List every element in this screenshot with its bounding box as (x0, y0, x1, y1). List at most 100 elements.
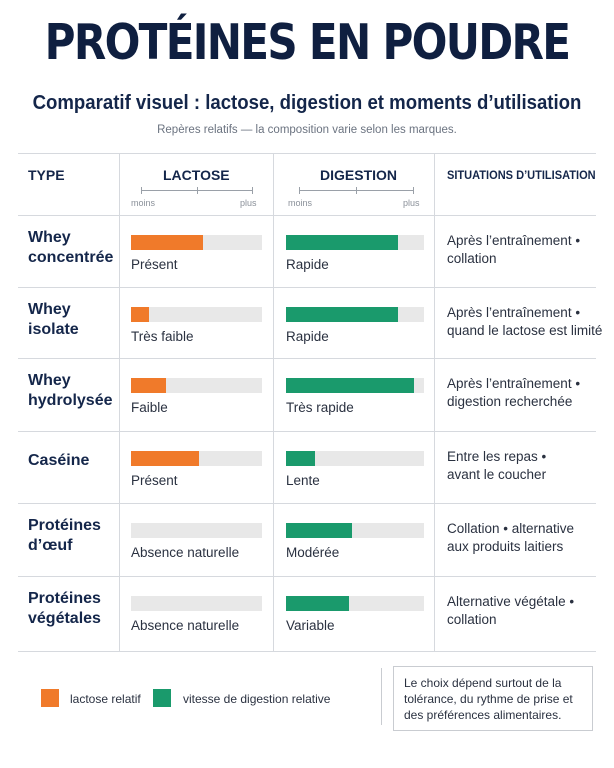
usage-line: avant le coucher (447, 467, 547, 482)
digestion-legend-swatch (153, 689, 171, 707)
row-divider (18, 503, 596, 504)
row-category-name: Whey isolate (28, 300, 79, 340)
lactose-legend-swatch (41, 689, 59, 707)
lactose-level-label: Faible (131, 400, 168, 415)
row-category-line: Whey (28, 372, 71, 389)
row-category-line: végétales (28, 610, 101, 627)
row-divider (18, 287, 596, 288)
digestion-legend-label: vitesse de digestion relative (183, 692, 331, 706)
row-divider (18, 431, 596, 432)
column-header-type: TYPE (28, 167, 65, 183)
usage-line: Alternative végétale • (447, 594, 575, 609)
row-category-line: Protéines (28, 590, 101, 607)
page-title: PROTÉINES EN POUDRE (44, 14, 571, 71)
digestion-bar (286, 596, 349, 611)
digestion-level-label: Variable (286, 618, 335, 633)
lactose-bar (131, 307, 149, 322)
lactose-scale-max-label: plus (240, 198, 257, 208)
row-category-line: isolate (28, 321, 79, 338)
digestion-bar-track (286, 378, 424, 393)
lactose-level-label: Absence naturelle (131, 618, 240, 633)
table-header-divider (18, 215, 596, 216)
usage-situation: Alternative végétale • collation (447, 593, 574, 629)
column-header-usage: SITUATIONS D’UTILISATION (447, 168, 596, 182)
digestion-bar (286, 378, 414, 393)
row-category-line: Whey (28, 301, 71, 318)
column-header-lactose: LACTOSE (163, 167, 230, 183)
digestion-scale-min-label: moins (288, 198, 313, 208)
digestion-level-label: Lente (286, 473, 320, 488)
row-divider (18, 576, 596, 577)
lactose-level-label: Présent (131, 257, 178, 272)
digestion-level-label: Rapide (286, 329, 329, 344)
usage-line: Entre les repas • (447, 449, 547, 464)
row-category-name: Protéines végétales (28, 589, 101, 629)
digestion-level-label: Rapide (286, 257, 329, 272)
lactose-bar-track (131, 378, 262, 393)
row-category-name: Whey concentrée (28, 228, 113, 268)
scale-tick (141, 187, 142, 194)
scale-tick (252, 187, 253, 194)
table-top-border (18, 153, 596, 154)
lactose-level-label: Absence naturelle (131, 545, 240, 560)
digestion-level-label: Modérée (286, 545, 340, 560)
column-divider (434, 153, 435, 651)
usage-line: aux produits laitiers (447, 539, 564, 554)
scale-tick (197, 187, 198, 194)
lactose-bar-track (131, 596, 262, 611)
digestion-bar-track (286, 523, 424, 538)
row-category-line: hydrolysée (28, 392, 113, 409)
digestion-bar-track (286, 451, 424, 466)
lactose-bar-track (131, 235, 262, 250)
lactose-scale-min-label: moins (131, 198, 156, 208)
column-divider (273, 153, 274, 651)
usage-situation: Après l’entraînement • digestion recherch… (447, 375, 580, 411)
lactose-bar-track (131, 307, 262, 322)
digestion-bar (286, 307, 398, 322)
usage-line: digestion recherchée (447, 394, 573, 409)
digestion-level-label: Très rapide (286, 400, 354, 415)
row-category-name: Caséine (28, 451, 89, 471)
digestion-bar (286, 523, 352, 538)
digestion-bar-track (286, 596, 424, 611)
lactose-bar-track (131, 523, 262, 538)
lactose-level-label: Très faible (131, 329, 194, 344)
lactose-bar (131, 378, 166, 393)
usage-situation: Après l’entraînement • collation (447, 232, 580, 268)
digestion-bar-track (286, 235, 424, 250)
usage-line: quand le lactose est limité (447, 323, 603, 338)
page-note: Repères relatifs — la composition varie … (157, 124, 457, 136)
usage-line: Après l’entraînement • (447, 233, 581, 248)
row-category-name: Whey hydrolysée (28, 371, 112, 411)
row-divider (18, 358, 596, 359)
scale-tick (299, 187, 300, 194)
footnote-divider (381, 668, 382, 725)
row-category-line: Whey (28, 229, 71, 246)
usage-line: Collation • alternative (447, 521, 575, 536)
digestion-bar (286, 235, 398, 250)
usage-line: Après l’entraînement • (447, 376, 581, 391)
lactose-legend-label: lactose relatif (70, 692, 141, 706)
lactose-bar (131, 451, 199, 466)
usage-situation: Entre les repas • avant le coucher (447, 448, 546, 484)
column-header-digestion: DIGESTION (320, 167, 398, 183)
digestion-bar-track (286, 307, 424, 322)
usage-line: Après l’entraînement • (447, 305, 581, 320)
lactose-bar-track (131, 451, 262, 466)
usage-situation: Après l’entraînement • quand le lactose e… (447, 304, 602, 340)
usage-line: collation (447, 612, 497, 627)
row-category-name: Protéines d’œuf (28, 516, 101, 556)
row-category-line: d’œuf (28, 537, 73, 554)
row-category-line: concentrée (28, 249, 114, 266)
digestion-bar (286, 451, 315, 466)
row-category-line: Caséine (28, 452, 90, 469)
footnote-box: Le choix dépend surtout de la tolérance,… (393, 666, 593, 731)
usage-line: collation (447, 251, 497, 266)
lactose-bar (131, 235, 203, 250)
usage-situation: Collation • alternative aux produits lait… (447, 520, 574, 556)
table-bottom-border (18, 651, 596, 652)
row-category-line: Protéines (28, 517, 101, 534)
scale-tick (356, 187, 357, 194)
column-divider (119, 153, 120, 651)
digestion-scale-max-label: plus (403, 198, 420, 208)
